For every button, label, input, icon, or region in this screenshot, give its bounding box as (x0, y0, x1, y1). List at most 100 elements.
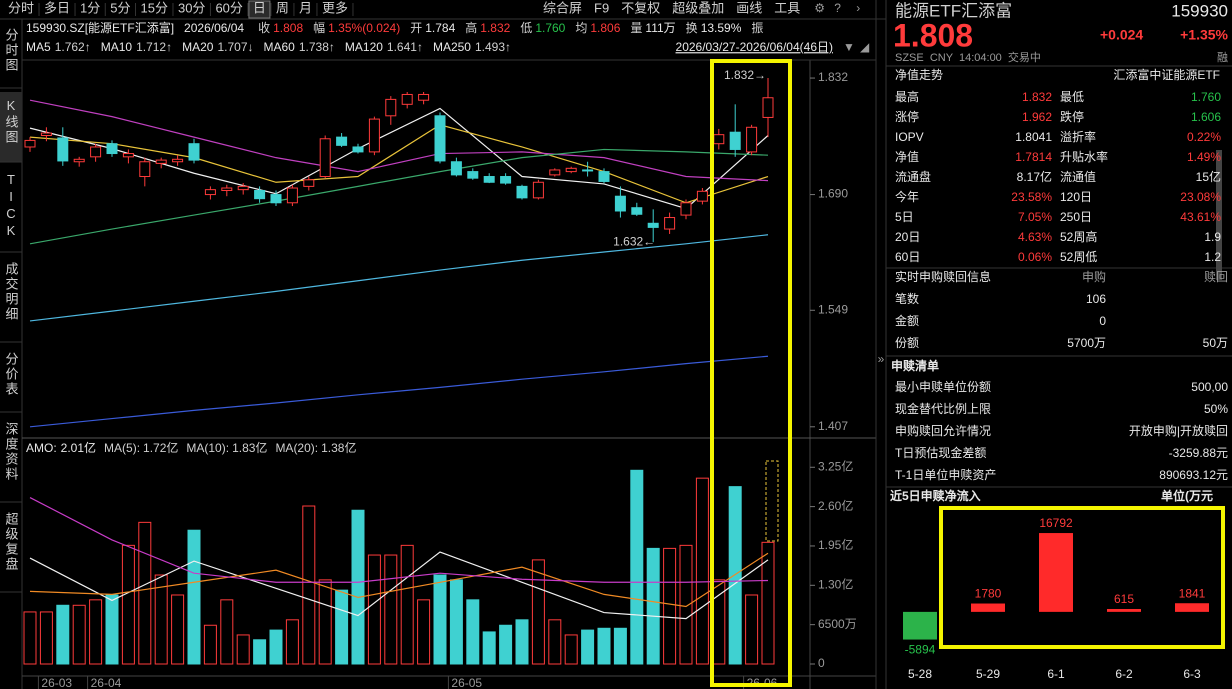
tab[interactable]: 1分 (80, 0, 100, 15)
legend-value: 1.641↑ (387, 40, 423, 54)
field-label: 52周高 (1060, 229, 1097, 244)
field-value: 1.7814 (1015, 150, 1052, 164)
scrollbar[interactable] (1216, 150, 1222, 280)
candle-body (221, 187, 233, 191)
legend-name: MA250 (433, 40, 471, 54)
field-value: 43.61% (1180, 210, 1221, 224)
field-label: 60日 (895, 250, 920, 264)
candle-body (418, 93, 430, 101)
tool-button[interactable]: F9 (594, 0, 609, 15)
candle-body (336, 136, 348, 146)
flow-category: 6-3 (1183, 667, 1201, 681)
candle-body (106, 143, 118, 155)
field-value: 开放申购|开放赎回 (1129, 423, 1228, 438)
next-icon[interactable]: › (856, 1, 860, 15)
volume-bar (220, 599, 234, 665)
field-label: 溢折率 (1060, 129, 1096, 144)
volume-bar (285, 619, 299, 665)
collapse-arrow[interactable]: » (878, 352, 885, 366)
volume-bar (417, 599, 431, 665)
tab[interactable]: 分时 (8, 0, 34, 15)
side-tab[interactable]: 分时图 (4, 28, 19, 73)
security-name: 能源ETF汇添富 (895, 1, 1012, 20)
tool-button[interactable]: 不复权 (621, 0, 660, 15)
tool-button[interactable]: 综合屏 (543, 0, 582, 15)
field-value: 50万 (1203, 336, 1228, 350)
column-header: 申购 (1082, 269, 1106, 284)
field-label: 升贴水率 (1060, 149, 1108, 164)
volume-bar (56, 604, 70, 665)
y-tick-label: 1.549 (818, 302, 848, 316)
field-value: 0.06% (1018, 250, 1052, 264)
candle-body (532, 181, 544, 199)
field-value: 1.760 (1191, 90, 1221, 104)
tool-button[interactable]: 超级叠加 (672, 0, 724, 15)
candle-body (352, 146, 364, 153)
tool-button[interactable]: 画线 (736, 0, 762, 15)
candle-body (319, 138, 331, 178)
field-value: 1.962 (1022, 110, 1052, 124)
side-tab[interactable]: 深度资料 (4, 422, 19, 482)
field-value: 1.606 (1191, 110, 1221, 124)
field-label: 最高 (895, 89, 919, 104)
tool-button[interactable]: 工具 (774, 0, 800, 15)
tab[interactable]: 月 (299, 0, 312, 15)
candle-body (401, 93, 413, 105)
flow-value: -5894 (905, 643, 936, 657)
volume-bar (105, 594, 119, 665)
tab[interactable]: 5分 (110, 0, 130, 15)
volume-bar (23, 611, 37, 665)
legend-value: 1.738↑ (299, 40, 335, 54)
tab[interactable]: 日 (253, 0, 266, 15)
field-value: 1.8041 (1015, 130, 1052, 144)
side-tab[interactable]: 成交明细 (4, 262, 19, 322)
tab[interactable]: 15分 (141, 0, 168, 15)
legend-name: MA5 (26, 40, 51, 54)
volume-bar (335, 589, 349, 665)
flow-bar (1175, 603, 1209, 612)
volume-bar (400, 544, 414, 665)
field-value: 106 (1086, 292, 1106, 306)
tab[interactable]: 更多 (322, 0, 348, 15)
field-value: 500,00 (1191, 380, 1228, 394)
extreme-label: 1.832→ (724, 68, 766, 82)
tab[interactable]: 60分 (215, 0, 242, 15)
side-tab[interactable]: 超级复盘 (4, 512, 19, 572)
quote-label: 高 (465, 20, 477, 35)
volume-bar (121, 544, 135, 665)
tab[interactable]: 30分 (178, 0, 205, 15)
quote-label: 均 (575, 21, 587, 35)
quote-value: 1.760 (535, 21, 565, 35)
field-label: 52周低 (1060, 250, 1097, 264)
side-tab[interactable]: TICK (4, 172, 19, 240)
legend-name: MA(5): (104, 441, 140, 455)
y-tick-label: 1.690 (818, 187, 848, 201)
dashed-marker (765, 460, 779, 542)
volume-bar (39, 611, 53, 665)
volume-bar (515, 619, 529, 665)
side-tab[interactable]: K线图 (4, 98, 19, 145)
volume-bar (663, 547, 677, 665)
ma-line (29, 355, 769, 428)
volume-bar (449, 579, 463, 665)
tab[interactable]: 多日 (44, 0, 70, 15)
field-value: 1.49% (1187, 150, 1221, 164)
field-value: 1.9 (1204, 230, 1221, 244)
field-label: 5日 (895, 210, 914, 224)
volume-bar (89, 599, 103, 665)
side-tab[interactable]: 分价表 (4, 352, 19, 397)
settings-icon[interactable]: ⚙ (814, 1, 825, 15)
quote-value: 1.832 (480, 21, 510, 35)
legend-name: MA120 (345, 40, 383, 54)
highlight-box (710, 59, 792, 687)
candle-body (57, 137, 69, 162)
field-label: 份额 (895, 336, 919, 350)
change-pct: +1.35% (1180, 27, 1228, 43)
candle-body (270, 194, 282, 204)
quote-label: 振 (751, 21, 763, 35)
help-icon[interactable]: ? (834, 1, 841, 15)
tab[interactable]: 周 (276, 0, 289, 15)
